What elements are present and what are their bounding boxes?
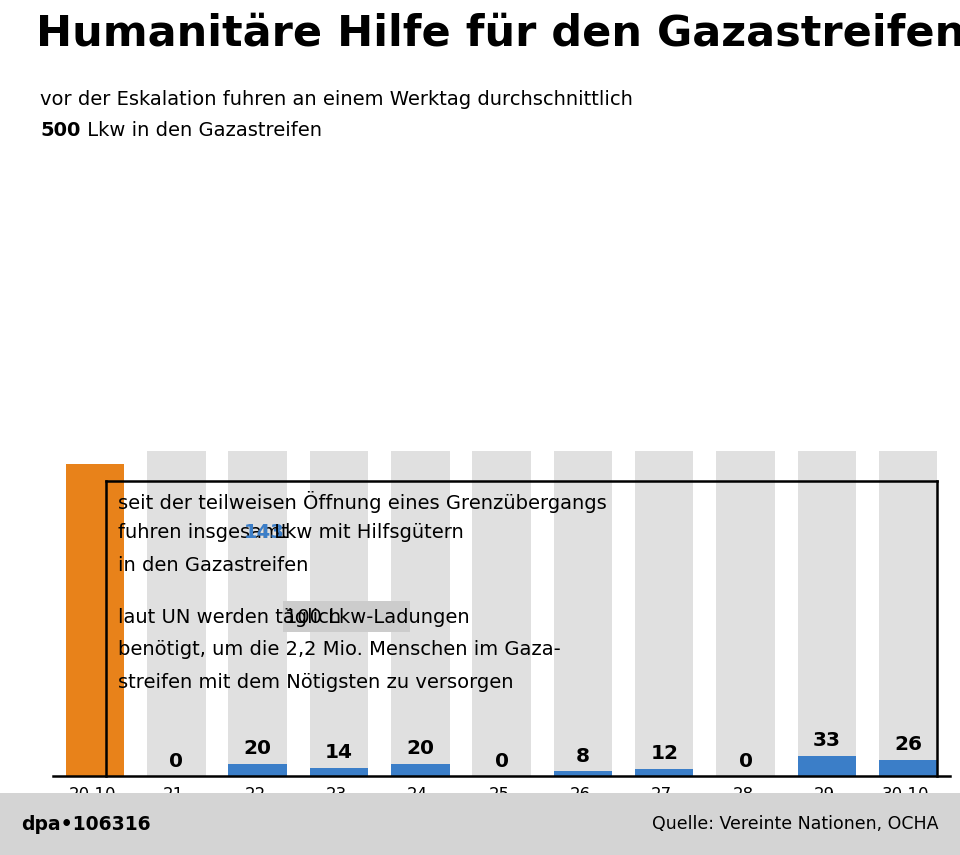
Bar bbox=[878, 760, 937, 776]
Bar bbox=[228, 764, 287, 776]
Text: Quelle: Vereinte Nationen, OCHA: Quelle: Vereinte Nationen, OCHA bbox=[653, 815, 939, 834]
Text: 0: 0 bbox=[494, 752, 509, 770]
Text: 20: 20 bbox=[244, 740, 272, 758]
Text: 8: 8 bbox=[576, 746, 589, 766]
Bar bbox=[472, 451, 531, 776]
Text: Lkw mit Hilfsgütern: Lkw mit Hilfsgütern bbox=[268, 523, 464, 542]
Bar bbox=[391, 764, 449, 776]
Text: 0: 0 bbox=[738, 752, 753, 770]
Bar bbox=[391, 451, 449, 776]
Text: fuhren insgesamt: fuhren insgesamt bbox=[118, 523, 295, 542]
Text: dpa•106316: dpa•106316 bbox=[21, 815, 151, 834]
Text: benötigt, um die 2,2 Mio. Menschen im Gaza-: benötigt, um die 2,2 Mio. Menschen im Ga… bbox=[118, 640, 561, 659]
Text: 12: 12 bbox=[650, 744, 678, 764]
Text: Humanitäre Hilfe für den Gazastreifen: Humanitäre Hilfe für den Gazastreifen bbox=[36, 13, 960, 55]
Text: 33: 33 bbox=[813, 731, 841, 750]
Bar bbox=[147, 451, 205, 776]
Text: 14: 14 bbox=[325, 743, 353, 762]
Text: in den Gazastreifen: in den Gazastreifen bbox=[118, 556, 308, 575]
Text: streifen mit dem Nötigsten zu versorgen: streifen mit dem Nötigsten zu versorgen bbox=[118, 673, 514, 692]
Bar bbox=[554, 771, 612, 776]
Bar bbox=[66, 464, 125, 776]
Text: 26: 26 bbox=[894, 735, 923, 754]
Text: vor der Eskalation fuhren an einem Werktag durchschnittlich: vor der Eskalation fuhren an einem Werkt… bbox=[40, 90, 634, 109]
Bar bbox=[228, 451, 287, 776]
Bar bbox=[635, 451, 693, 776]
Bar bbox=[635, 769, 693, 776]
Bar bbox=[878, 451, 937, 776]
Text: seit der teilweisen Öffnung eines Grenzübergangs: seit der teilweisen Öffnung eines Grenzü… bbox=[118, 491, 607, 513]
Text: 500: 500 bbox=[40, 121, 81, 140]
Text: laut UN werden täglich: laut UN werden täglich bbox=[118, 608, 348, 627]
Text: 20: 20 bbox=[406, 740, 434, 758]
Bar bbox=[310, 768, 369, 776]
Bar bbox=[716, 451, 775, 776]
Text: Lkw in den Gazastreifen: Lkw in den Gazastreifen bbox=[81, 121, 322, 140]
Text: 100 Lkw-Ladungen: 100 Lkw-Ladungen bbox=[285, 608, 469, 627]
Bar bbox=[554, 451, 612, 776]
Bar bbox=[798, 756, 856, 776]
Text: 0: 0 bbox=[169, 752, 183, 770]
Text: 143: 143 bbox=[244, 523, 284, 542]
Bar bbox=[310, 451, 369, 776]
Bar bbox=[798, 451, 856, 776]
